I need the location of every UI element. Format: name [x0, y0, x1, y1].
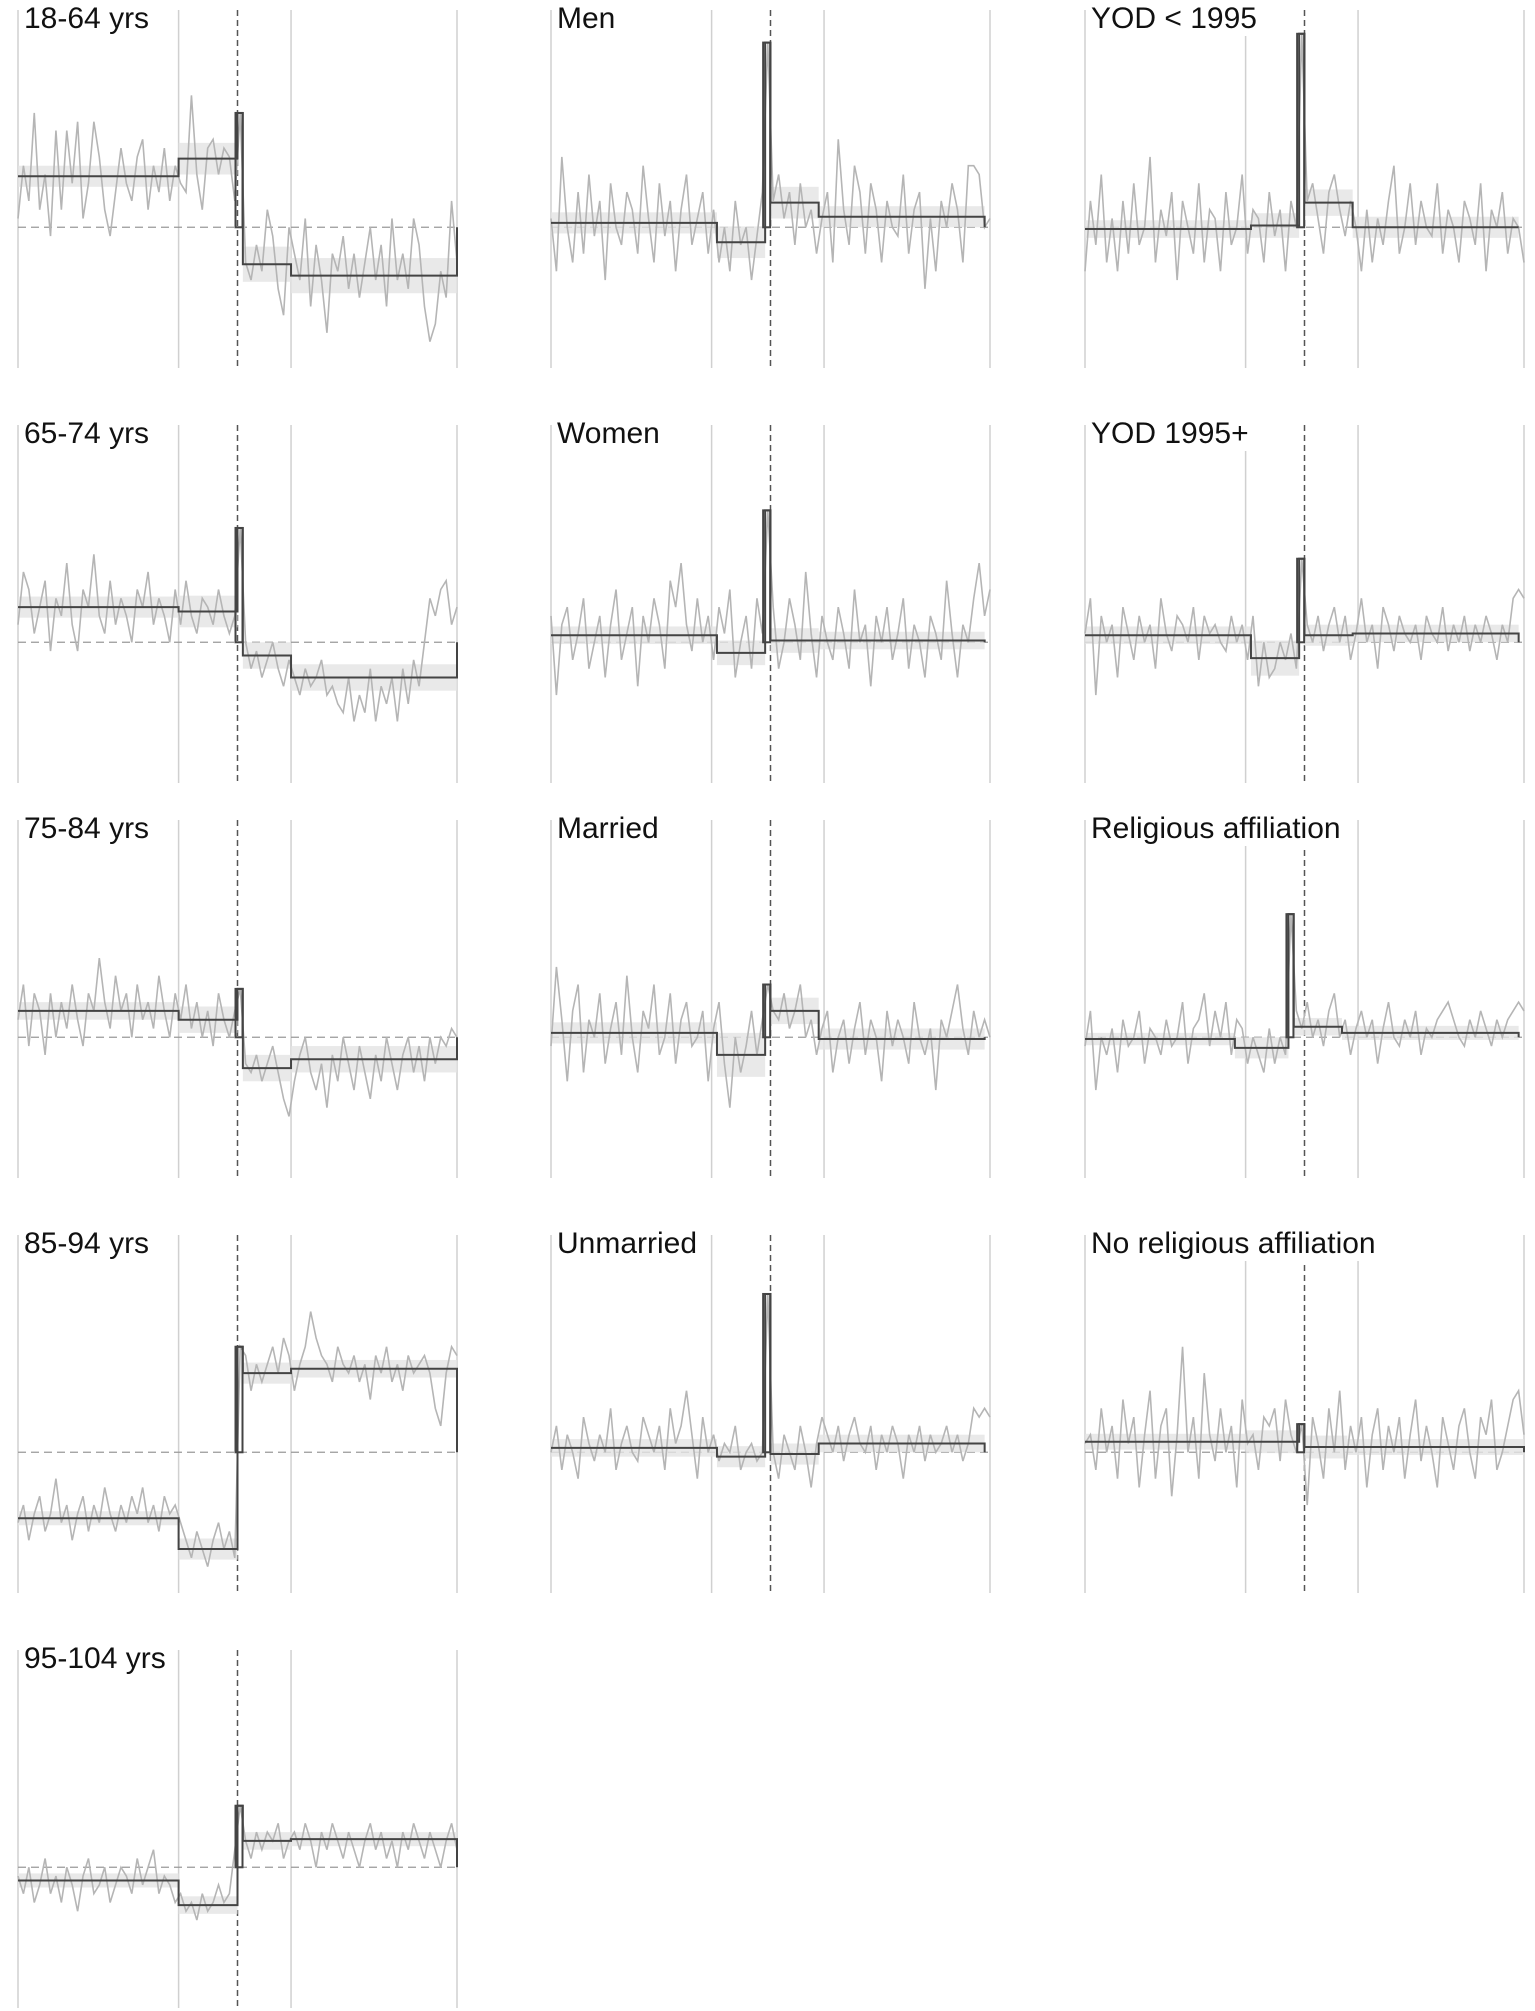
- chart-panel: No religious affiliation: [1077, 1225, 1532, 1595]
- chart-svg: [17, 820, 458, 1178]
- spike-marker: [234, 987, 244, 1039]
- panel-title: 65-74 yrs: [20, 417, 154, 451]
- observed-series-line: [1084, 1346, 1525, 1506]
- chart-svg: [17, 1650, 458, 2008]
- spike-marker: [762, 1292, 772, 1454]
- fitted-step-line: [1085, 32, 1519, 231]
- chart-panel: Married: [543, 810, 998, 1180]
- panel-title: 95-104 yrs: [20, 1642, 170, 1676]
- spike-marker: [762, 41, 772, 229]
- chart-svg: [550, 10, 991, 368]
- spike-marker: [234, 111, 244, 229]
- chart-svg: [1084, 820, 1525, 1178]
- chart-svg: [17, 10, 458, 368]
- chart-panel: Women: [543, 415, 998, 785]
- panel-title: Men: [553, 2, 620, 36]
- panel-title: 18-64 yrs: [20, 2, 154, 36]
- chart-panel: 65-74 yrs: [10, 415, 465, 785]
- spike-marker: [234, 526, 244, 644]
- spike-marker: [1296, 1423, 1306, 1454]
- chart-panel: YOD < 1995: [1077, 0, 1532, 370]
- chart-panel: Unmarried: [543, 1225, 998, 1595]
- panel-title: 75-84 yrs: [20, 812, 154, 846]
- chart-panel: 85-94 yrs: [10, 1225, 465, 1595]
- panel-title: Married: [553, 812, 663, 846]
- panel-title: No religious affiliation: [1087, 1227, 1380, 1261]
- spike-marker: [1296, 557, 1306, 644]
- panel-title: YOD 1995+: [1087, 417, 1253, 451]
- panel-title: 85-94 yrs: [20, 1227, 154, 1261]
- chart-panel: 18-64 yrs: [10, 0, 465, 370]
- fitted-step-line: [551, 1292, 986, 1458]
- panel-title: Women: [553, 417, 664, 451]
- chart-svg: [17, 425, 458, 783]
- spike-marker: [1296, 32, 1306, 229]
- chart-svg: [1084, 1235, 1525, 1593]
- spike-marker: [234, 1804, 244, 1869]
- spike-marker: [234, 1345, 244, 1454]
- chart-panel: 75-84 yrs: [10, 810, 465, 1180]
- chart-svg: [17, 1235, 458, 1593]
- spike-marker: [1285, 913, 1295, 1039]
- spike-marker: [762, 509, 772, 644]
- panel-title: YOD < 1995: [1087, 2, 1261, 36]
- chart-panel: Men: [543, 0, 998, 370]
- fitted-step-line: [18, 1804, 458, 1907]
- observed-series-line: [1084, 914, 1525, 1091]
- spike-marker: [762, 983, 772, 1039]
- chart-panel: Religious affiliation: [1077, 810, 1532, 1180]
- chart-svg: [550, 425, 991, 783]
- chart-panel: YOD 1995+: [1077, 415, 1532, 785]
- chart-svg: [1084, 10, 1525, 368]
- chart-panel: 95-104 yrs: [10, 1640, 465, 2010]
- chart-svg: [550, 1235, 991, 1593]
- chart-svg: [1084, 425, 1525, 783]
- panel-title: Religious affiliation: [1087, 812, 1345, 846]
- chart-svg: [550, 820, 991, 1178]
- panel-title: Unmarried: [553, 1227, 702, 1261]
